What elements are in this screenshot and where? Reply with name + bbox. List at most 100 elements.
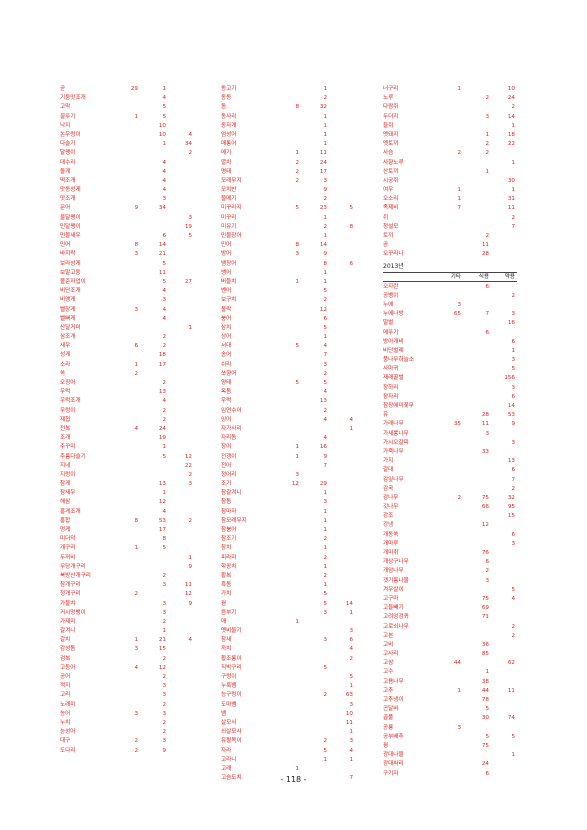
item-name: 장하리 <box>383 384 399 391</box>
count: 4 <box>162 315 166 322</box>
count: 1 <box>323 582 327 589</box>
count: 1 <box>349 756 353 763</box>
empty-cell <box>273 95 301 104</box>
count: 9 <box>323 251 327 258</box>
empty-cell <box>435 679 463 688</box>
empty-cell <box>435 697 463 706</box>
empty-cell <box>112 628 140 637</box>
item-name: 고구마 <box>383 595 399 602</box>
empty-cell <box>435 403 463 412</box>
empty-cell <box>329 665 355 674</box>
empty-cell <box>329 132 355 141</box>
empty-cell <box>435 568 463 577</box>
table-row: 매통어 1 <box>221 141 355 150</box>
count: 9 <box>188 563 192 570</box>
count: 2 <box>485 568 489 575</box>
count: 1 <box>511 187 515 194</box>
empty-cell <box>463 752 491 761</box>
count: 9 <box>323 187 327 194</box>
table-row: 겨우살이 5 <box>383 587 517 596</box>
count: 21 <box>158 637 166 644</box>
count: 7 <box>323 352 327 359</box>
item-name: 대수리 <box>60 159 76 166</box>
empty-cell <box>435 532 463 541</box>
empty-cell <box>435 550 463 559</box>
count: 6 <box>511 393 515 400</box>
count: 2 <box>162 572 166 579</box>
empty-cell <box>112 656 140 665</box>
empty-cell <box>112 490 140 499</box>
count: 11 <box>319 150 327 157</box>
count: 2 <box>323 692 327 699</box>
count: 3 <box>295 471 299 478</box>
count: 1 <box>323 113 327 120</box>
empty-cell <box>463 357 491 366</box>
count: 3 <box>134 251 138 258</box>
table-row: 갈겨니 1 <box>60 628 194 637</box>
empty-cell <box>112 564 140 573</box>
table-row: 송어 7 <box>221 352 355 361</box>
count: 2 <box>295 177 299 184</box>
count: 4 <box>162 159 166 166</box>
empty-cell <box>168 674 194 683</box>
empty-cell <box>168 104 194 113</box>
table-row: 유 28 53 <box>383 412 517 421</box>
empty-cell <box>435 440 463 449</box>
table-row: 참모래무지 1 <box>221 518 355 527</box>
table-row: 개상구나무 6 <box>383 559 517 568</box>
item-name: 동동 <box>221 95 232 102</box>
item-name: 우럭 <box>221 398 232 405</box>
empty-cell <box>329 380 355 389</box>
item-name: 참게 <box>60 481 71 488</box>
empty-cell <box>273 362 301 371</box>
table-row: 갈대 6 <box>383 467 517 476</box>
item-name: 가재미 <box>60 618 76 625</box>
empty-cell <box>329 555 355 564</box>
table-row: 사향노루 1 <box>383 160 517 169</box>
item-name: 멸치 <box>221 159 232 166</box>
count: 74 <box>507 715 515 722</box>
count: 12 <box>158 499 166 506</box>
item-name: 대구 <box>60 738 71 745</box>
table-row: 전갱이 1 9 <box>221 454 355 463</box>
empty-cell <box>112 261 140 270</box>
count: 1 <box>323 756 327 763</box>
table-row: 감나무 2 75 32 <box>383 495 517 504</box>
table-row: 꺽지 3 <box>60 683 194 692</box>
empty-cell <box>491 578 517 587</box>
item-name: 족제비 <box>383 205 399 212</box>
count: 8 <box>349 223 353 230</box>
empty-cell <box>463 86 491 95</box>
table-row: 우럭 13 <box>221 398 355 407</box>
count: 4 <box>188 637 192 644</box>
count: 2 <box>162 674 166 680</box>
empty-cell <box>435 339 463 348</box>
item-name: 고수 <box>383 669 394 676</box>
item-name: 성게 <box>60 352 71 359</box>
empty-cell <box>463 123 491 132</box>
item-name: 보구치 <box>221 297 237 304</box>
count: 1 <box>485 168 489 175</box>
empty-cell <box>112 555 140 564</box>
item-name: 미유기 <box>221 223 237 230</box>
count: 12 <box>291 481 299 488</box>
count: 2 <box>162 729 166 736</box>
table-row: 산달거미 1 <box>60 325 194 334</box>
count: 3 <box>511 439 515 446</box>
count: 7 <box>485 311 489 318</box>
empty-cell <box>329 279 355 288</box>
table-row: 감성돔 3 15 <box>60 646 194 655</box>
empty-cell <box>168 435 194 444</box>
table-row: 감국 2 <box>383 486 517 495</box>
item-name: 참장애미꽃무 <box>383 403 414 409</box>
table-row: 돔 8 32 <box>221 104 355 113</box>
empty-cell <box>491 559 517 568</box>
table-row: 오징어 2 <box>60 380 194 389</box>
count: 14 <box>507 113 515 120</box>
count: 3 <box>511 357 515 364</box>
count: 3 <box>323 499 327 506</box>
item-name: 갈겨니 <box>60 628 76 635</box>
empty-cell <box>112 435 140 444</box>
empty-cell <box>112 472 140 481</box>
count: 63 <box>345 692 353 699</box>
